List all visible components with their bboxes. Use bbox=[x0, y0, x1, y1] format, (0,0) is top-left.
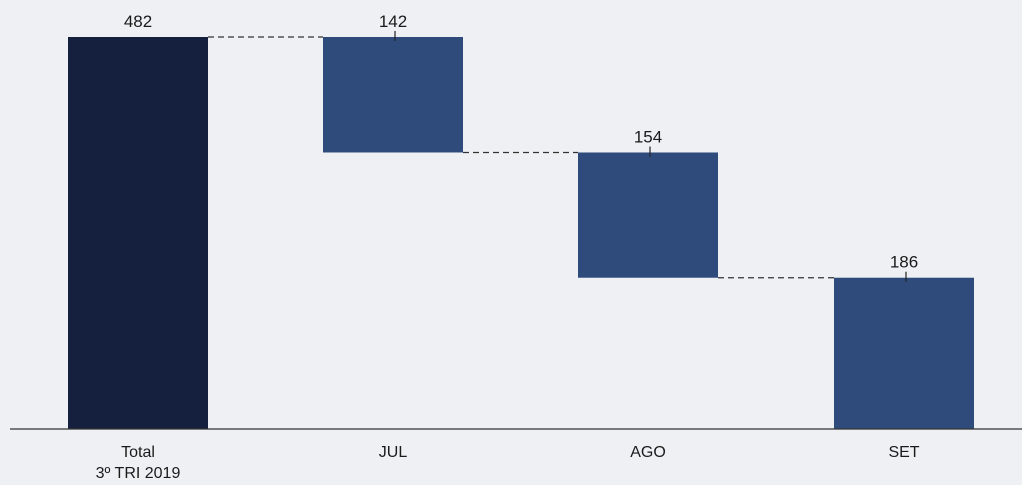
category-label-1: JUL bbox=[379, 444, 408, 461]
category-label-line: 3º TRI 2019 bbox=[96, 465, 181, 482]
category-label-3: SET bbox=[888, 444, 919, 461]
bar-2 bbox=[578, 152, 718, 278]
bar-0 bbox=[68, 37, 208, 429]
category-label-2: AGO bbox=[630, 444, 666, 461]
bar-3 bbox=[834, 277, 974, 429]
value-label-2: 154 bbox=[634, 127, 662, 146]
bars-layer bbox=[68, 37, 974, 429]
bar-1 bbox=[323, 37, 463, 153]
value-label-1: 142 bbox=[379, 12, 407, 31]
value-label-3: 186 bbox=[890, 253, 918, 272]
connectors-layer bbox=[208, 36, 834, 279]
category-label-line: Total bbox=[121, 444, 155, 461]
category-label-0: Total 3º TRI 2019 bbox=[96, 444, 181, 482]
value-label-0: 482 bbox=[124, 12, 152, 31]
category-label-line: SET bbox=[888, 444, 919, 461]
labels-layer: 482 Total 3º TRI 2019 142 JUL 154 AGO 186 SET bbox=[96, 12, 920, 482]
category-label-line: JUL bbox=[379, 444, 408, 461]
category-label-line: AGO bbox=[630, 444, 666, 461]
